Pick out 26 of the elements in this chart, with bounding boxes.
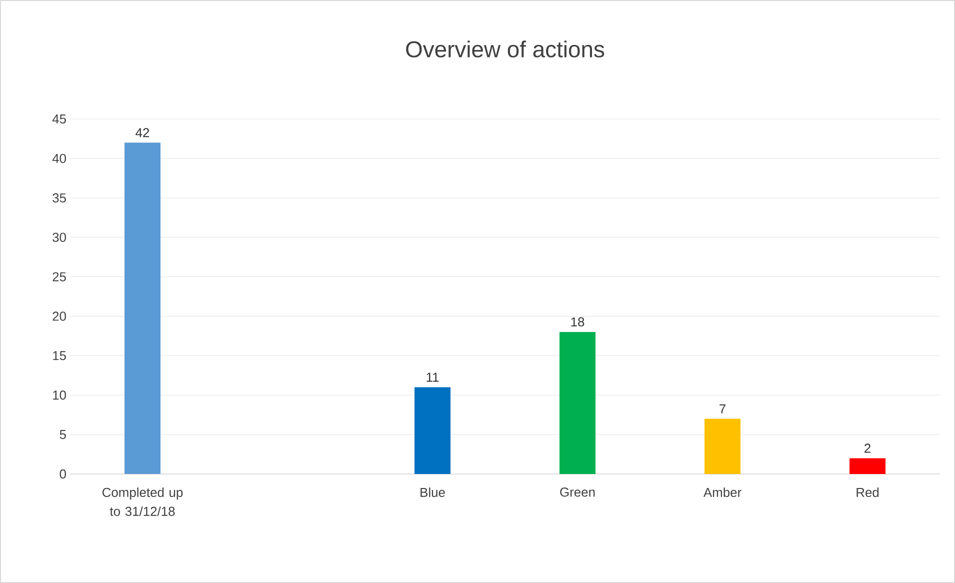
x-tick-label: Red (856, 488, 879, 498)
x-tick-label: Completed up to 31/12/18 (102, 488, 183, 516)
y-tick-label: 0 (60, 469, 66, 479)
y-tick-label: 40 (52, 154, 66, 164)
bar (850, 458, 886, 474)
data-label: 42 (136, 128, 150, 138)
data-label: 11 (426, 372, 439, 382)
y-tick-label: 10 (53, 390, 66, 400)
bar (560, 332, 596, 474)
y-tick-label: 15 (53, 351, 66, 360)
chart-title: Overview of actions (406, 40, 604, 58)
bar (124, 142, 160, 474)
bar (414, 387, 451, 474)
y-tick-label: 45 (52, 114, 66, 124)
y-tick-label: 30 (52, 232, 66, 242)
y-tick-label: 5 (60, 430, 66, 440)
x-tick-label: Blue (420, 488, 445, 498)
y-tick-label: 35 (52, 193, 66, 202)
data-label: 18 (571, 317, 584, 326)
bar (704, 418, 741, 474)
data-label: 2 (864, 444, 870, 453)
y-tick-label: 20 (52, 312, 66, 321)
x-tick-label: Green (560, 488, 595, 497)
x-tick-label: Amber (703, 488, 742, 498)
data-label: 7 (720, 404, 726, 414)
y-tick-label: 25 (52, 272, 66, 282)
